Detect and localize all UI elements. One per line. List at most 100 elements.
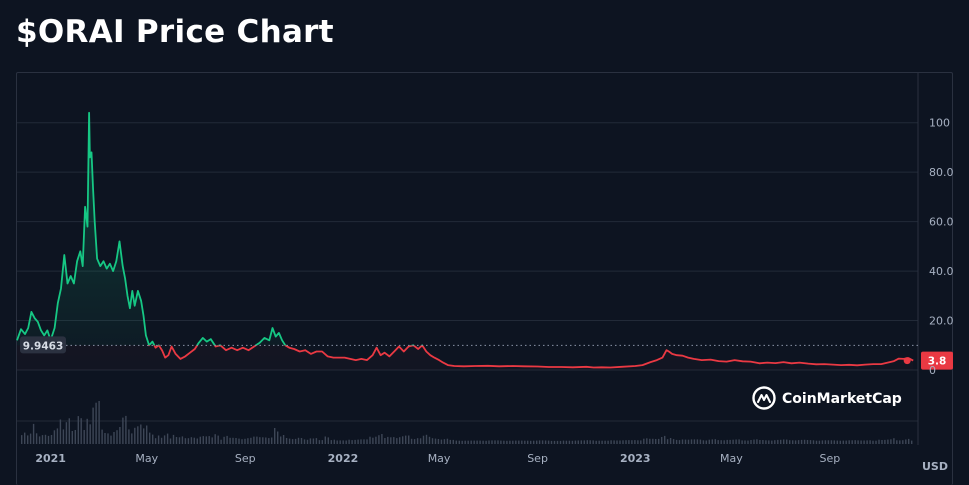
volume-bar bbox=[321, 440, 323, 444]
volume-bar bbox=[390, 437, 392, 444]
volume-bar bbox=[178, 437, 181, 444]
y-tick-label: 80.0 bbox=[929, 166, 954, 179]
volume-bar bbox=[756, 439, 758, 444]
x-tick-label: Sep bbox=[527, 452, 548, 465]
volume-bar bbox=[387, 436, 389, 444]
volume-bar bbox=[381, 434, 383, 444]
current-price-dot bbox=[903, 357, 911, 365]
volume-bar bbox=[443, 439, 446, 444]
volume-bar bbox=[95, 402, 97, 444]
volume-bar bbox=[247, 438, 249, 444]
y-tick-label: 40.0 bbox=[929, 265, 954, 278]
volume-bar bbox=[690, 439, 693, 444]
volume-bar bbox=[655, 439, 657, 444]
volume-bar bbox=[634, 440, 636, 444]
volume-bar bbox=[131, 433, 133, 444]
volume-bar bbox=[777, 439, 779, 444]
volume-bar bbox=[50, 435, 53, 444]
volume-bar bbox=[318, 440, 321, 444]
volume-bar bbox=[35, 433, 38, 444]
volume-bar bbox=[577, 440, 579, 444]
volume-bar bbox=[544, 440, 547, 444]
volume-bar bbox=[396, 438, 398, 444]
volume-bar bbox=[452, 439, 454, 444]
x-tick-label: 2022 bbox=[328, 452, 359, 465]
volume-bar bbox=[434, 438, 437, 444]
volume-bar bbox=[101, 429, 103, 444]
volume-bar bbox=[160, 437, 163, 444]
volume-bar bbox=[512, 440, 514, 444]
volume-bar bbox=[402, 436, 404, 444]
volume-bar bbox=[899, 440, 901, 444]
volume-bar bbox=[711, 439, 713, 444]
volume-bar bbox=[351, 440, 353, 444]
volume-bar bbox=[116, 430, 118, 444]
volume-bar bbox=[202, 436, 204, 444]
grid-lines bbox=[17, 73, 919, 445]
volume-bar bbox=[631, 440, 633, 444]
volume-bar bbox=[610, 440, 612, 444]
volume-bar bbox=[107, 433, 109, 444]
volume-bar bbox=[154, 438, 157, 444]
price-area bbox=[17, 112, 914, 370]
volume-bar bbox=[872, 440, 874, 444]
volume-bar bbox=[893, 438, 895, 444]
volume-bar bbox=[565, 440, 568, 444]
price-line-down bbox=[148, 345, 914, 369]
volume-bar bbox=[125, 415, 127, 444]
volume-bar bbox=[622, 440, 624, 444]
volume-bar bbox=[235, 438, 237, 444]
volume-bar bbox=[812, 440, 815, 444]
volume-bar bbox=[818, 440, 821, 444]
volume-bar bbox=[792, 440, 794, 444]
volume-bar bbox=[119, 427, 121, 444]
coinmarketcap-watermark: CoinMarketCap bbox=[752, 386, 902, 410]
volume-bar bbox=[854, 440, 856, 444]
volume-bar bbox=[265, 437, 267, 444]
volume-bar bbox=[184, 438, 187, 444]
volume-bar bbox=[666, 439, 669, 444]
volume-bar bbox=[134, 427, 136, 444]
volume-bar bbox=[208, 436, 210, 444]
volume-bar bbox=[229, 437, 231, 444]
volume-bar bbox=[68, 418, 70, 444]
volume-bar bbox=[274, 428, 276, 444]
volume-bar bbox=[637, 440, 639, 444]
volume-bar bbox=[166, 433, 169, 444]
volume-bar bbox=[687, 439, 690, 444]
x-tick-label: May bbox=[720, 452, 743, 465]
volume-bar bbox=[696, 439, 699, 444]
y-tick-label: 100 bbox=[929, 117, 950, 130]
volume-bar bbox=[863, 440, 865, 444]
volume-bar bbox=[911, 440, 913, 444]
volume-bar bbox=[583, 440, 585, 444]
volume-bar bbox=[720, 440, 722, 444]
volume-bar bbox=[53, 430, 56, 444]
volume-bar bbox=[860, 440, 862, 444]
volume-bar bbox=[77, 416, 79, 444]
volume-bar bbox=[98, 401, 100, 444]
volume-bar bbox=[878, 439, 880, 444]
volume-bar bbox=[259, 437, 261, 444]
volume-bar bbox=[848, 440, 850, 444]
volume-bar bbox=[866, 440, 868, 444]
volume-bar bbox=[562, 440, 565, 444]
volume-bar bbox=[232, 437, 234, 444]
volume-bar bbox=[646, 438, 648, 444]
page-title: $ORAI Price Chart bbox=[16, 14, 334, 50]
volume-bar bbox=[488, 440, 490, 444]
y-tick-label: 0 bbox=[929, 364, 936, 377]
volume-bar bbox=[291, 439, 294, 444]
baseline-value-label: 9.9463 bbox=[23, 340, 64, 352]
volume-bar bbox=[675, 439, 678, 444]
volume-bar bbox=[327, 437, 329, 444]
volume-bar bbox=[431, 438, 434, 444]
volume-bar bbox=[628, 440, 630, 444]
volume-bar bbox=[568, 440, 571, 444]
volume-bar bbox=[732, 439, 734, 444]
volume-bar bbox=[312, 438, 315, 444]
volume-bar bbox=[253, 436, 255, 444]
volume-bar bbox=[41, 435, 44, 444]
volume-bar bbox=[604, 440, 606, 444]
